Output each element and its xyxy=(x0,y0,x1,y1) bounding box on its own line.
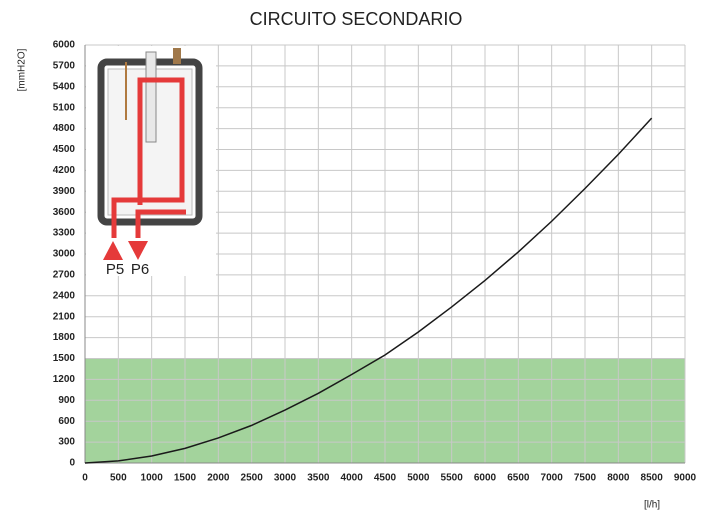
y-tick-label: 1500 xyxy=(53,353,76,364)
x-tick-label: 7000 xyxy=(541,473,564,484)
y-tick-label: 900 xyxy=(58,395,75,406)
x-tick-label: 2000 xyxy=(207,473,230,484)
y-tick-label: 0 xyxy=(69,458,75,469)
x-tick-label: 3000 xyxy=(274,473,297,484)
x-tick-label: 7500 xyxy=(574,473,597,484)
y-tick-label: 2100 xyxy=(53,311,76,322)
y-tick-label: 300 xyxy=(58,437,75,448)
y-tick-label: 4800 xyxy=(53,123,76,134)
y-tick-label: 6000 xyxy=(53,40,76,51)
x-tick-label: 4000 xyxy=(341,473,364,484)
y-tick-label: 5400 xyxy=(53,81,76,92)
y-tick-label: 1200 xyxy=(53,374,76,385)
y-tick-label: 3600 xyxy=(53,207,76,218)
x-axis-label: [l/h] xyxy=(644,500,660,511)
port-label: P5 xyxy=(106,261,124,278)
sensor xyxy=(146,52,156,142)
x-tick-label: 0 xyxy=(82,473,88,484)
x-tick-label: 6000 xyxy=(474,473,497,484)
chart: CIRCUITO SECONDARIO [mmH2O] [l/h] 0 300 60… xyxy=(0,0,713,518)
port-label: P6 xyxy=(131,261,149,278)
y-tick-label: 3900 xyxy=(53,186,76,197)
x-tick-label: 8000 xyxy=(607,473,630,484)
y-tick-label: 600 xyxy=(58,416,75,427)
y-tick-label: 5100 xyxy=(53,102,76,113)
x-tick-label: 8500 xyxy=(641,473,664,484)
x-tick-label: 1500 xyxy=(174,473,197,484)
x-tick-label: 6500 xyxy=(507,473,530,484)
y-tick-label: 3000 xyxy=(53,249,76,260)
x-tick-label: 5500 xyxy=(441,473,464,484)
y-tick-label: 2400 xyxy=(53,290,76,301)
x-tick-label: 1000 xyxy=(141,473,164,484)
y-tick-label: 1800 xyxy=(53,332,76,343)
valve xyxy=(173,48,181,64)
x-tick-label: 3500 xyxy=(307,473,330,484)
chart-title: CIRCUITO SECONDARIO xyxy=(250,9,463,29)
x-tick-label: 4500 xyxy=(374,473,397,484)
x-tick-label: 9000 xyxy=(674,473,697,484)
x-tick-label: 2500 xyxy=(241,473,264,484)
y-tick-label: 3300 xyxy=(53,228,76,239)
y-tick-label: 5700 xyxy=(53,61,76,72)
y-tick-label: 2700 xyxy=(53,270,76,281)
x-tick-label: 500 xyxy=(110,473,127,484)
y-tick-label: 4500 xyxy=(53,144,76,155)
y-tick-label: 4200 xyxy=(53,165,76,176)
y-axis-label: [mmH2O] xyxy=(17,48,28,91)
inset-diagram: P5 P6 xyxy=(86,46,216,278)
x-tick-label: 5000 xyxy=(407,473,430,484)
